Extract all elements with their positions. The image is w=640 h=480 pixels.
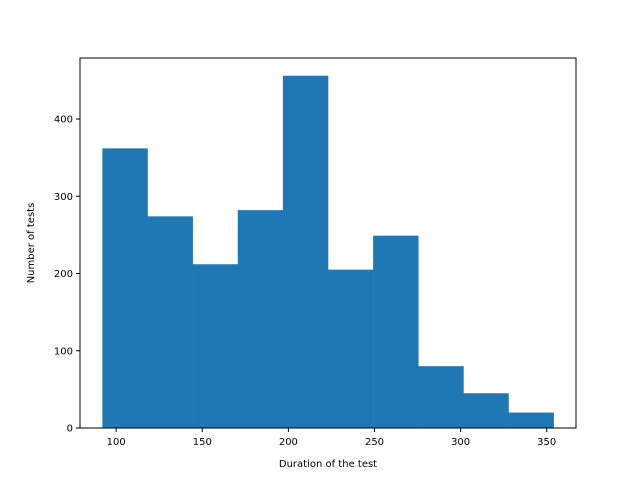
y-tick-label: 300	[54, 192, 73, 203]
y-tick-label: 0	[67, 424, 73, 435]
y-tick-label: 400	[54, 115, 73, 126]
y-tick-label: 100	[54, 346, 73, 357]
x-tick-label: 100	[107, 437, 126, 448]
x-tick-label: 200	[279, 437, 298, 448]
histogram-bars	[102, 75, 554, 429]
y-axis-label: Number of tests	[26, 203, 37, 284]
plot-frame	[79, 57, 577, 429]
histogram-bar	[418, 366, 464, 428]
y-tick-label: 200	[54, 269, 73, 280]
histogram-bar	[463, 393, 509, 428]
x-tick-label: 150	[193, 437, 212, 448]
histogram-bar	[147, 216, 193, 428]
histogram-bar	[102, 148, 148, 428]
y-axis-ticks: 0 100 200 300 400	[54, 115, 80, 435]
x-axis-label: Duration of the test	[279, 459, 377, 470]
x-axis-ticks: 100 150 200 250 300 350	[107, 428, 556, 448]
histogram-bar	[328, 269, 374, 428]
histogram-bar	[508, 412, 554, 428]
x-tick-label: 350	[537, 437, 556, 448]
x-tick-label: 250	[365, 437, 384, 448]
histogram-bar	[192, 264, 239, 428]
histogram-bar	[237, 210, 284, 428]
x-tick-label: 300	[451, 437, 470, 448]
histogram-bar	[282, 75, 329, 429]
histogram-bar	[373, 235, 419, 428]
